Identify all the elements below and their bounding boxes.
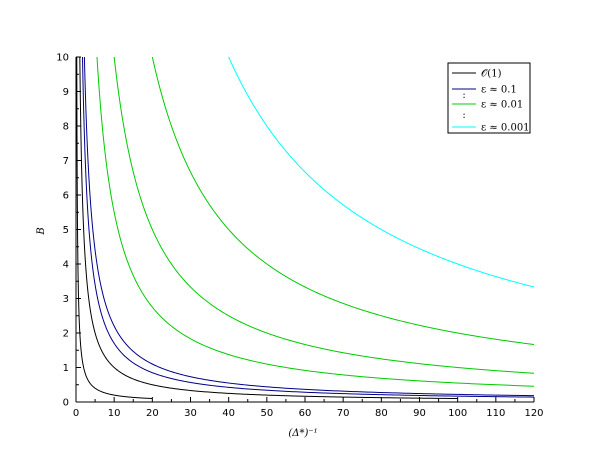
y-tick-label-8: 8	[63, 122, 69, 133]
y-tick-label-2: 2	[63, 329, 69, 340]
series-line-4	[96, 56, 535, 387]
x-axis-label: (Δ*)⁻¹	[288, 428, 317, 439]
legend-label-2: ε ≈ 0.01	[481, 100, 523, 111]
series-line-3	[83, 56, 535, 397]
x-tick-label-0: 0	[73, 408, 79, 419]
legend-dots-0: :	[462, 90, 465, 101]
legend-label-0: 𝒪(1)	[481, 69, 502, 80]
series-line-0	[76, 56, 153, 400]
x-tick-label-5: 50	[260, 408, 273, 419]
y-tick-label-5: 5	[63, 225, 69, 236]
x-tick-label-7: 70	[337, 408, 350, 419]
legend-dots-1: :	[462, 110, 465, 121]
series-line-1	[79, 56, 458, 400]
y-tick-label-6: 6	[63, 191, 69, 202]
x-tick-label-10: 100	[448, 408, 467, 419]
series-line-2	[81, 56, 535, 398]
legend: 𝒪(1)ε ≈ 0.1ε ≈ 0.01ε ≈ 0.001::	[447, 62, 531, 134]
legend-label-1: ε ≈ 0.1	[481, 85, 517, 96]
y-tick-label-7: 7	[63, 156, 69, 167]
legend-label-3: ε ≈ 0.001	[481, 123, 530, 134]
y-tick-label-0: 0	[63, 398, 69, 409]
series-line-7	[228, 56, 535, 288]
curves-layer	[76, 56, 535, 400]
y-tick-label-1: 1	[63, 363, 69, 374]
x-tick-label-1: 10	[108, 408, 121, 419]
x-tick-label-2: 20	[146, 408, 159, 419]
x-tick-label-12: 120	[524, 408, 543, 419]
x-tick-label-4: 40	[222, 408, 235, 419]
series-line-5	[113, 56, 535, 374]
legend-box	[447, 62, 531, 134]
x-tick-label-11: 110	[486, 408, 505, 419]
ticks-layer: 0 10 20 30 40 50 60 70 80 90 100 110 120 0 1 2 3 4 5 6 7 8 9 10	[56, 53, 543, 420]
x-tick-label-3: 30	[184, 408, 197, 419]
y-tick-label-9: 9	[63, 87, 69, 98]
y-axis-label: B	[36, 227, 47, 235]
y-tick-label-3: 3	[63, 294, 69, 305]
y-tick-label-4: 4	[63, 260, 69, 271]
series-line-6	[151, 56, 535, 345]
x-tick-label-9: 90	[413, 408, 426, 419]
x-tick-label-8: 80	[375, 408, 388, 419]
x-tick-label-6: 60	[299, 408, 312, 419]
y-tick-label-10: 10	[56, 53, 69, 64]
